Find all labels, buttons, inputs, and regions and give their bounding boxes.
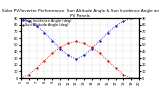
Sun Altitude Angle (deg) <box>107 60 109 61</box>
Sun Incidence Angle (deg) <box>75 59 77 60</box>
Sun Incidence Angle (deg) <box>99 40 101 41</box>
Sun Incidence Angle (deg) <box>36 25 38 27</box>
Sun Incidence Angle (deg) <box>138 17 140 19</box>
Sun Altitude Angle (deg) <box>51 53 53 54</box>
Sun Altitude Angle (deg) <box>20 77 22 79</box>
Sun Incidence Angle (deg) <box>51 40 53 41</box>
Sun Incidence Angle (deg) <box>107 32 109 33</box>
Sun Altitude Angle (deg) <box>138 77 140 79</box>
Sun Altitude Angle (deg) <box>122 74 124 75</box>
Sun Incidence Angle (deg) <box>83 55 85 56</box>
Title: Solar PV/Inverter Performance  Sun Altitude Angle & Sun Incidence Angle on PV Pa: Solar PV/Inverter Performance Sun Altitu… <box>1 9 159 18</box>
Sun Altitude Angle (deg) <box>130 77 132 79</box>
Sun Incidence Angle (deg) <box>122 21 124 22</box>
Sun Altitude Angle (deg) <box>75 41 77 42</box>
Sun Altitude Angle (deg) <box>28 74 30 75</box>
Sun Incidence Angle (deg) <box>28 21 30 22</box>
Sun Altitude Angle (deg) <box>91 47 93 48</box>
Sun Incidence Angle (deg) <box>130 17 132 19</box>
Sun Altitude Angle (deg) <box>44 60 45 61</box>
Sun Incidence Angle (deg) <box>67 55 69 56</box>
Sun Altitude Angle (deg) <box>67 43 69 44</box>
Sun Altitude Angle (deg) <box>83 43 85 44</box>
Sun Altitude Angle (deg) <box>99 53 101 54</box>
Sun Incidence Angle (deg) <box>91 48 93 49</box>
Sun Incidence Angle (deg) <box>115 25 116 27</box>
Sun Altitude Angle (deg) <box>59 47 61 48</box>
Sun Altitude Angle (deg) <box>36 67 38 69</box>
Line: Sun Altitude Angle (deg): Sun Altitude Angle (deg) <box>20 40 140 79</box>
Sun Incidence Angle (deg) <box>59 48 61 49</box>
Line: Sun Incidence Angle (deg): Sun Incidence Angle (deg) <box>20 17 140 60</box>
Sun Altitude Angle (deg) <box>115 67 116 69</box>
Legend: Sun Incidence Angle (deg), Sun Altitude Angle (deg): Sun Incidence Angle (deg), Sun Altitude … <box>21 18 72 27</box>
Sun Incidence Angle (deg) <box>44 32 45 33</box>
Sun Incidence Angle (deg) <box>20 17 22 19</box>
